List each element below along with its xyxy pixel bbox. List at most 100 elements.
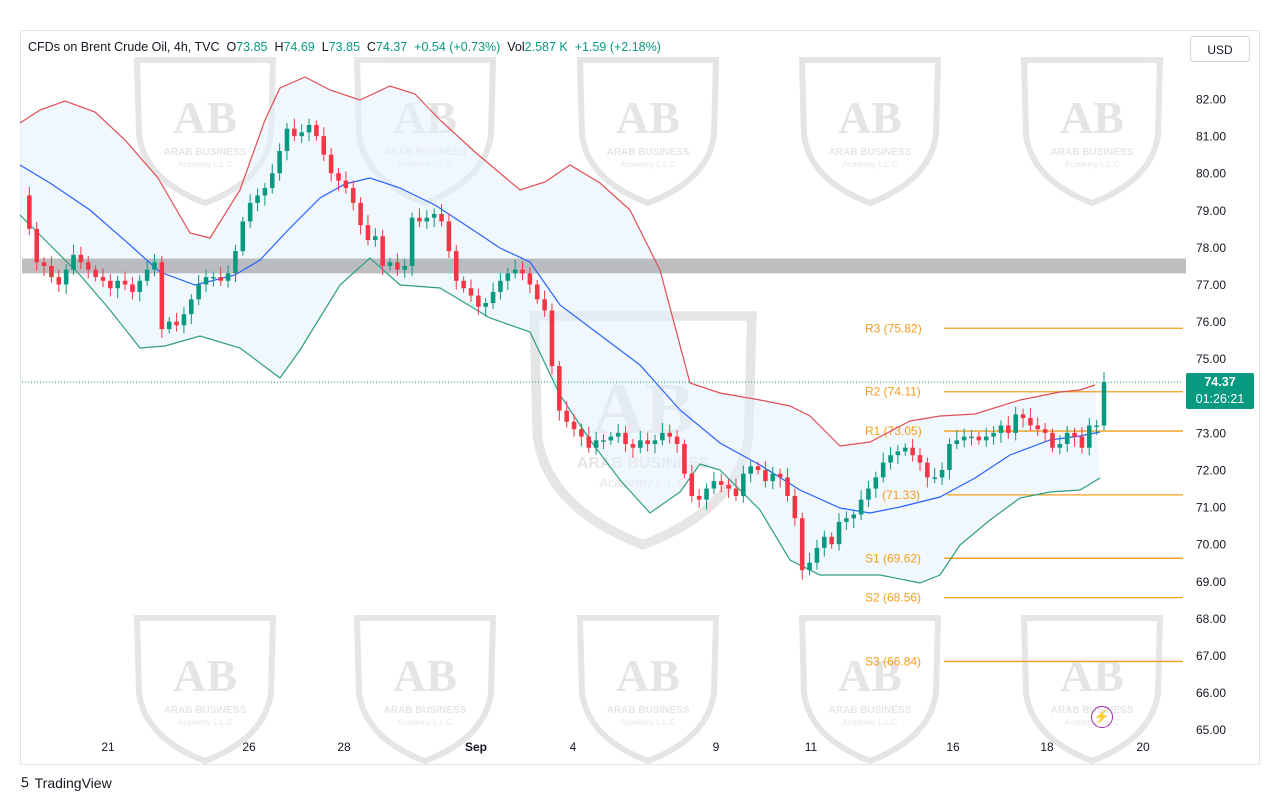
candle-up bbox=[888, 455, 893, 463]
candle-down bbox=[93, 269, 98, 278]
time-axis[interactable]: 21 26 28 Sep 4 9 11 16 18 20 bbox=[101, 740, 1150, 754]
candle-up bbox=[277, 150, 282, 174]
candle-down bbox=[1050, 432, 1055, 448]
lightning-icon[interactable]: ⚡ bbox=[1091, 706, 1113, 728]
tradingview-logo[interactable]: 𝟻 TradingView bbox=[20, 774, 112, 791]
candle-up bbox=[240, 221, 246, 252]
y-tick-label: 73.00 bbox=[1196, 426, 1226, 440]
candle-up bbox=[748, 466, 753, 474]
candle-up bbox=[1101, 382, 1107, 426]
candle-up bbox=[71, 254, 76, 270]
price-axis[interactable]: 82.00 81.00 80.00 79.00 78.00 77.00 76.00 75.00… bbox=[1196, 93, 1226, 738]
candle-up bbox=[196, 284, 201, 300]
candle-up bbox=[299, 132, 304, 137]
watermark-text: ARAB BUSINESS bbox=[384, 705, 467, 716]
ohlc-legend: CFDs on Brent Crude Oil, 4h, TVC O73.85 … bbox=[28, 40, 661, 54]
candle-up bbox=[961, 436, 967, 441]
candle-down bbox=[534, 284, 540, 300]
candle-down bbox=[41, 262, 47, 266]
y-tick-label: 77.00 bbox=[1196, 278, 1226, 292]
x-tick-label: 11 bbox=[805, 740, 818, 754]
currency-button[interactable]: USD bbox=[1190, 36, 1250, 62]
candle-down bbox=[696, 495, 702, 500]
candle-down bbox=[520, 269, 525, 274]
candle-down bbox=[446, 221, 452, 252]
watermark-monogram: AB bbox=[393, 650, 457, 701]
watermark-layer: AB ARAB BUSINESS Academy L.L.C AB ARAB BUSIN… bbox=[133, 57, 1164, 765]
y-tick-label: 66.00 bbox=[1196, 686, 1226, 700]
shield-outline bbox=[1020, 615, 1164, 765]
candle-up bbox=[969, 436, 974, 439]
watermark-text: ARAB BUSINESS bbox=[829, 147, 912, 158]
pivot-label: R2 (74.11) bbox=[865, 385, 921, 399]
y-tick-label: 82.00 bbox=[1196, 93, 1226, 107]
candle-up bbox=[983, 436, 989, 441]
candle-down bbox=[792, 495, 798, 519]
candle-up bbox=[770, 473, 776, 482]
candle-up bbox=[203, 277, 209, 285]
candle-down bbox=[689, 473, 695, 496]
y-tick-label: 65.00 bbox=[1196, 723, 1226, 737]
candle-up bbox=[306, 124, 312, 133]
candle-up bbox=[483, 303, 488, 307]
candle-up bbox=[638, 440, 643, 448]
candle-up bbox=[1086, 425, 1092, 448]
candles bbox=[27, 118, 1107, 580]
watermark-text: ARAB BUSINESS bbox=[607, 705, 690, 716]
watermark-monogram: AB bbox=[173, 92, 237, 143]
candle-up bbox=[255, 195, 260, 203]
watermark-subtext: Academy L.L.C bbox=[621, 160, 676, 169]
candle-up bbox=[284, 128, 290, 151]
x-tick-label: 20 bbox=[1136, 740, 1150, 754]
candle-up bbox=[233, 251, 238, 274]
candle-up bbox=[181, 314, 187, 326]
volume-change: +1.59 (+2.18%) bbox=[574, 40, 661, 54]
candle-down bbox=[777, 473, 783, 478]
candle-down bbox=[100, 277, 106, 281]
candle-down bbox=[78, 254, 84, 263]
x-tick-label: 4 bbox=[570, 740, 577, 754]
low-value: 73.85 bbox=[328, 40, 360, 54]
watermark-subtext: Academy L.L.C bbox=[843, 160, 898, 169]
symbol-title[interactable]: CFDs on Brent Crude Oil, 4h, TVC bbox=[28, 40, 220, 54]
candle-up bbox=[269, 173, 275, 189]
watermark-shield-icon: AB ARAB BUSINESS Academy L.L.C bbox=[576, 57, 720, 207]
shield-outline bbox=[798, 57, 942, 207]
last-price-value: 74.37 bbox=[1204, 375, 1236, 389]
pivot-label: S1 (69.62) bbox=[865, 551, 921, 565]
candle-down bbox=[34, 228, 40, 263]
y-tick-label: 80.00 bbox=[1196, 167, 1226, 181]
candle-up bbox=[873, 477, 879, 489]
candle-down bbox=[395, 262, 400, 270]
close-value: 74.37 bbox=[375, 40, 408, 54]
candle-up bbox=[822, 536, 827, 548]
candle-down bbox=[785, 477, 790, 496]
candle-up bbox=[211, 277, 216, 279]
candle-down bbox=[358, 202, 363, 226]
candle-up bbox=[137, 280, 143, 292]
candle-up bbox=[704, 488, 709, 500]
candle-up bbox=[409, 217, 415, 266]
candle-up bbox=[63, 269, 69, 285]
candle-down bbox=[674, 436, 680, 445]
watermark-text: ARAB BUSINESS bbox=[607, 147, 690, 158]
candle-up bbox=[1094, 425, 1099, 427]
chart-pane[interactable] bbox=[20, 30, 1260, 765]
candle-down bbox=[630, 444, 636, 448]
candle-up bbox=[902, 447, 908, 452]
candle-up bbox=[373, 236, 378, 240]
candle-up bbox=[262, 188, 268, 196]
high-label: H bbox=[274, 40, 284, 54]
candle-down bbox=[476, 295, 481, 307]
y-tick-label: 69.00 bbox=[1196, 575, 1226, 589]
x-tick-label: 21 bbox=[101, 740, 115, 754]
candle-up bbox=[601, 440, 606, 442]
candle-up bbox=[991, 432, 996, 437]
candle-up bbox=[1057, 444, 1063, 448]
watermark-subtext: Academy L.L.C bbox=[1065, 160, 1120, 169]
watermark-text: ARAB BUSINESS bbox=[1051, 147, 1134, 158]
candle-up bbox=[895, 451, 901, 456]
candle-down bbox=[976, 436, 982, 441]
y-tick-label: 72.00 bbox=[1196, 464, 1226, 478]
